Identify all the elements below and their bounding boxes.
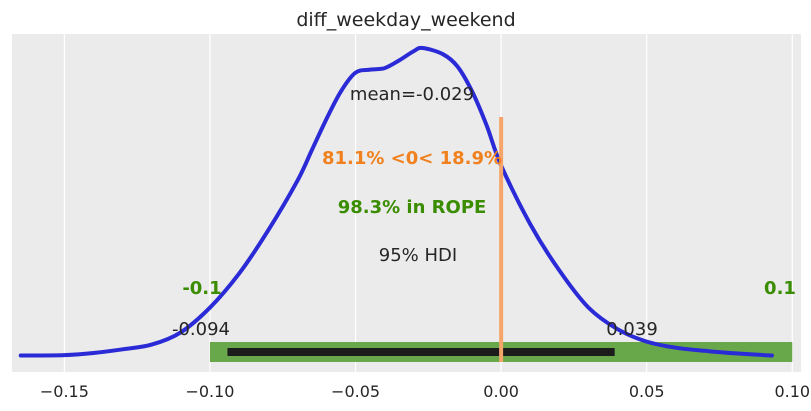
ref-value-label: 81.1% <0< 18.9% <box>322 148 502 169</box>
x-axis-ticks: −0.15 −0.10 −0.05 0.00 0.05 0.10 <box>40 382 810 401</box>
chart-title: diff_weekday_weekend <box>296 9 515 31</box>
hdi-low-label: -0.094 <box>172 319 230 340</box>
x-tick-label: 0.00 <box>483 382 519 401</box>
x-tick-label: 0.05 <box>629 382 665 401</box>
rope-label: 98.3% in ROPE <box>338 197 487 218</box>
rope-high-label: 0.1 <box>764 278 796 299</box>
x-tick-label: −0.05 <box>331 382 380 401</box>
hdi-high-label: 0.039 <box>606 319 658 340</box>
x-tick-label: −0.10 <box>185 382 234 401</box>
plot-background <box>12 34 801 372</box>
x-tick-label: 0.10 <box>774 382 810 401</box>
hdi-label: 95% HDI <box>379 245 457 266</box>
rope-low-label: -0.1 <box>182 278 221 299</box>
x-tick-label: −0.15 <box>40 382 89 401</box>
density-curve <box>18 45 774 358</box>
mean-label: mean=-0.029 <box>350 84 474 105</box>
